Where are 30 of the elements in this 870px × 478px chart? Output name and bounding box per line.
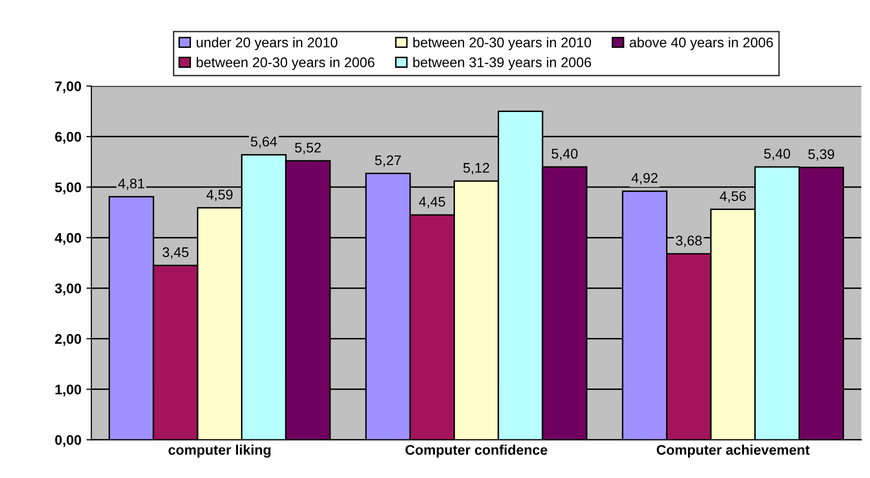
x-tick-label: Computer achievement: [656, 444, 810, 458]
data-label: 5,40: [764, 148, 790, 160]
data-label: 4,56: [720, 191, 746, 203]
legend-label: under 20 years in 2010: [196, 37, 338, 50]
data-label: 5,40: [552, 148, 578, 160]
data-label: 4,59: [206, 190, 233, 202]
y-tick-label: 6,00: [55, 132, 82, 144]
x-tick-label: computer liking: [168, 444, 270, 458]
data-label: 4,81: [118, 178, 144, 190]
y-tick-label: 3,00: [54, 284, 82, 296]
data-label: 4,92: [631, 173, 658, 184]
y-tick-label: 7,00: [55, 81, 82, 94]
legend-label: between 20-30 years in 2010: [413, 37, 592, 50]
legend-label: above 40 years in 2006: [630, 37, 773, 50]
data-label: 5,64: [250, 136, 277, 148]
data-label: 5,52: [295, 142, 321, 154]
y-tick-label: 5,00: [55, 182, 82, 194]
y-tick-label: 1,00: [55, 384, 82, 396]
y-tick-label: 0,00: [55, 435, 82, 447]
legend-label: between 31-39 years in 2006: [413, 57, 591, 70]
data-label: 5,12: [463, 162, 490, 174]
y-tick-label: 2,00: [55, 334, 82, 346]
data-label: 3,68: [676, 236, 702, 248]
data-label: 5,39: [808, 149, 834, 161]
x-tick-label: Computer confidence: [406, 444, 548, 458]
y-tick-label: 4,00: [54, 232, 82, 245]
legend-label: between 20-30 years in 2006: [196, 57, 374, 70]
data-label: 4,45: [418, 196, 446, 208]
data-label: 3,45: [162, 247, 188, 259]
data-label: 5,27: [375, 155, 401, 167]
